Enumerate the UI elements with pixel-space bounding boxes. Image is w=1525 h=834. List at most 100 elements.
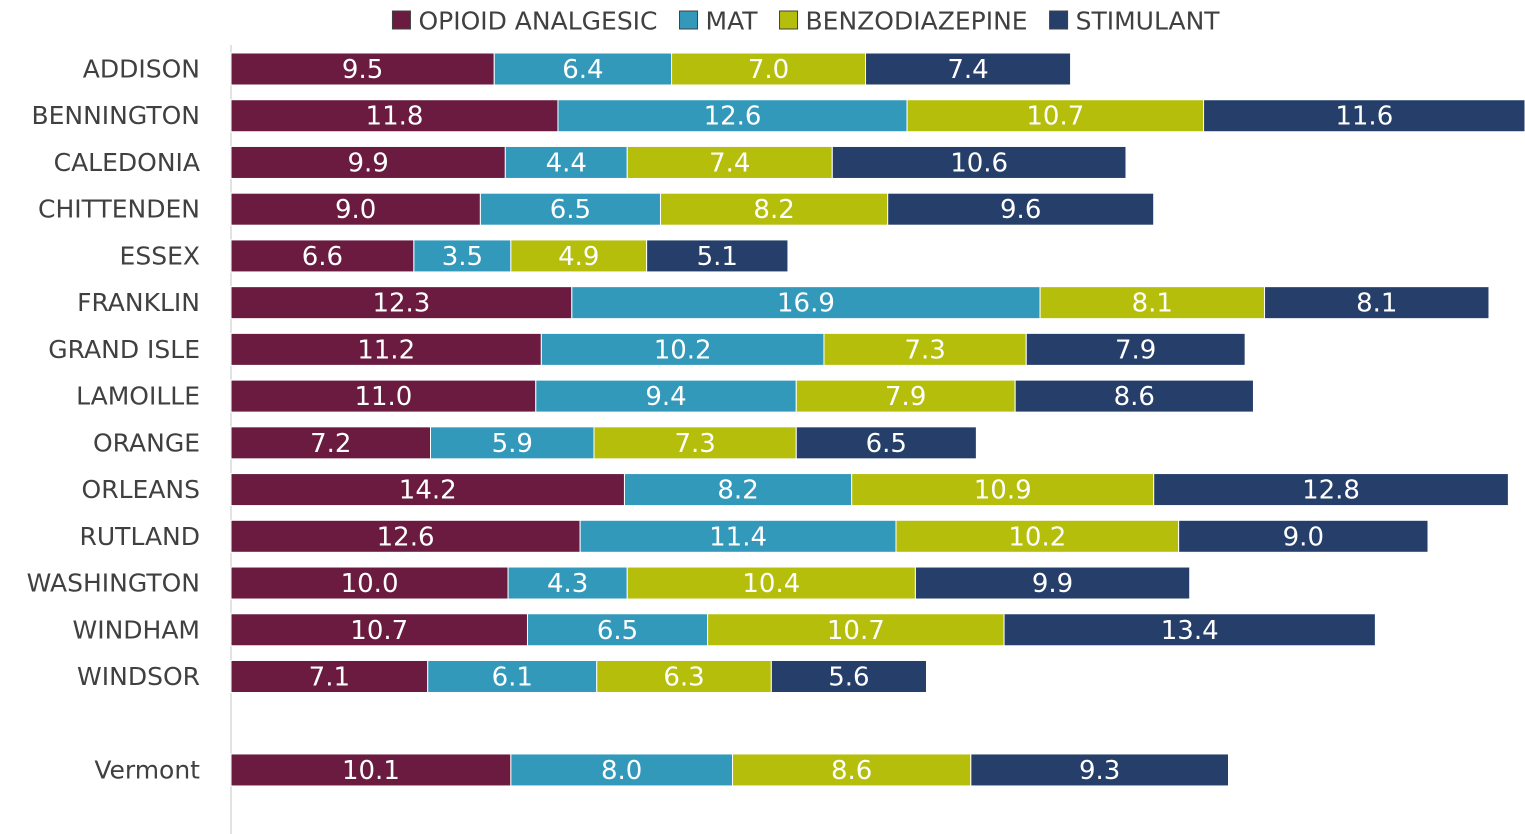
legend-label: OPIOID ANALGESIC: [418, 7, 657, 36]
data-label: 11.2: [357, 335, 415, 365]
bar-segment: [430, 426, 595, 460]
legend-label: MAT: [706, 7, 759, 36]
data-label: 9.0: [1283, 522, 1324, 552]
data-label: 8.1: [1132, 289, 1173, 319]
bar-segment: [732, 753, 972, 787]
category-label: ADDISON: [83, 55, 200, 84]
bar-segment: [230, 286, 573, 320]
data-label: 8.1: [1356, 289, 1397, 319]
bar-segment: [671, 52, 867, 86]
bar-segment: [914, 566, 1191, 600]
data-label: 6.4: [562, 55, 603, 85]
bar-segment: [1264, 286, 1490, 320]
category-label: BENNINGTON: [31, 101, 200, 130]
bar-segment: [887, 192, 1155, 226]
bar-segment: [623, 473, 853, 507]
data-label: 9.0: [335, 195, 376, 225]
bar-segment: [1153, 473, 1509, 507]
data-label: 7.1: [309, 662, 350, 692]
bar-segment: [593, 426, 797, 460]
data-label: 10.0: [341, 569, 399, 599]
data-label: 7.9: [885, 382, 926, 412]
bar-segment: [626, 145, 833, 179]
data-label: 7.4: [709, 148, 750, 178]
data-label: 10.7: [827, 616, 885, 646]
bar-segment: [540, 332, 825, 366]
bar-segment: [535, 379, 797, 413]
data-label: 10.1: [342, 756, 400, 786]
data-label: 6.3: [663, 662, 704, 692]
bar-segment: [659, 192, 889, 226]
data-label: 10.2: [1008, 522, 1066, 552]
bar-segment: [1003, 613, 1376, 647]
category-label: WINDHAM: [72, 615, 200, 644]
data-label: 6.5: [866, 429, 907, 459]
category-label: ESSEX: [120, 241, 200, 270]
data-label: 13.4: [1161, 616, 1219, 646]
data-label: 9.5: [342, 55, 383, 85]
data-label: 9.4: [645, 382, 686, 412]
bar-segment: [557, 99, 908, 133]
data-label: 5.9: [492, 429, 533, 459]
data-label: 10.7: [350, 616, 408, 646]
data-label: 7.3: [904, 335, 945, 365]
bar-segment: [230, 426, 432, 460]
bar-segment: [795, 379, 1016, 413]
bar-segment: [230, 192, 481, 226]
category-label: WASHINGTON: [27, 569, 200, 598]
bar-segment: [230, 145, 506, 179]
bar-segment: [230, 332, 542, 366]
data-label: 6.1: [492, 662, 533, 692]
data-label: 6.5: [597, 616, 638, 646]
data-label: 14.2: [399, 476, 457, 506]
data-label: 8.2: [717, 476, 758, 506]
data-label: 8.6: [831, 756, 872, 786]
bar-segment: [831, 145, 1127, 179]
data-label: 8.0: [601, 756, 642, 786]
data-label: 11.6: [1335, 102, 1393, 132]
bar-segment: [493, 52, 673, 86]
data-label: 7.2: [310, 429, 351, 459]
bar-segment: [479, 192, 661, 226]
data-label: 10.7: [1026, 102, 1084, 132]
legend-swatch: [1049, 10, 1069, 30]
bar-segment: [646, 239, 789, 273]
bar-segment: [510, 753, 734, 787]
data-label: 9.9: [347, 148, 388, 178]
bar-segment: [707, 613, 1005, 647]
data-label: 12.6: [377, 522, 435, 552]
legend-swatch: [679, 10, 699, 30]
bar-segment: [596, 659, 772, 693]
bar-segment: [1178, 519, 1429, 553]
bar-segment: [230, 659, 429, 693]
data-label: 10.2: [654, 335, 712, 365]
category-label: CALEDONIA: [54, 148, 200, 177]
data-label: 16.9: [777, 289, 835, 319]
data-label: 12.6: [704, 102, 762, 132]
data-label: 10.9: [974, 476, 1032, 506]
data-label: 12.8: [1302, 476, 1360, 506]
bar-segment: [504, 145, 628, 179]
data-label: 10.6: [950, 148, 1008, 178]
bar-segment: [413, 239, 512, 273]
data-label: 7.0: [748, 55, 789, 85]
bar-segment: [970, 753, 1230, 787]
legend-swatch: [779, 10, 799, 30]
legend-label: BENZODIAZEPINE: [806, 7, 1028, 36]
data-label: 5.6: [828, 662, 869, 692]
data-label: 11.4: [709, 522, 767, 552]
legend-swatch: [391, 10, 411, 30]
bar-segment: [770, 659, 927, 693]
category-label: FRANKLIN: [77, 288, 200, 317]
category-label: CHITTENDEN: [38, 195, 200, 224]
data-label: 4.4: [546, 148, 587, 178]
category-label: GRAND ISLE: [48, 335, 200, 364]
bar-segment: [823, 332, 1027, 366]
legend-label: STIMULANT: [1076, 7, 1221, 36]
category-label: RUTLAND: [80, 522, 201, 551]
category-label: ORANGE: [93, 428, 200, 457]
data-label: 6.6: [302, 242, 343, 272]
bar-segment: [865, 52, 1072, 86]
bar-segment: [510, 239, 648, 273]
